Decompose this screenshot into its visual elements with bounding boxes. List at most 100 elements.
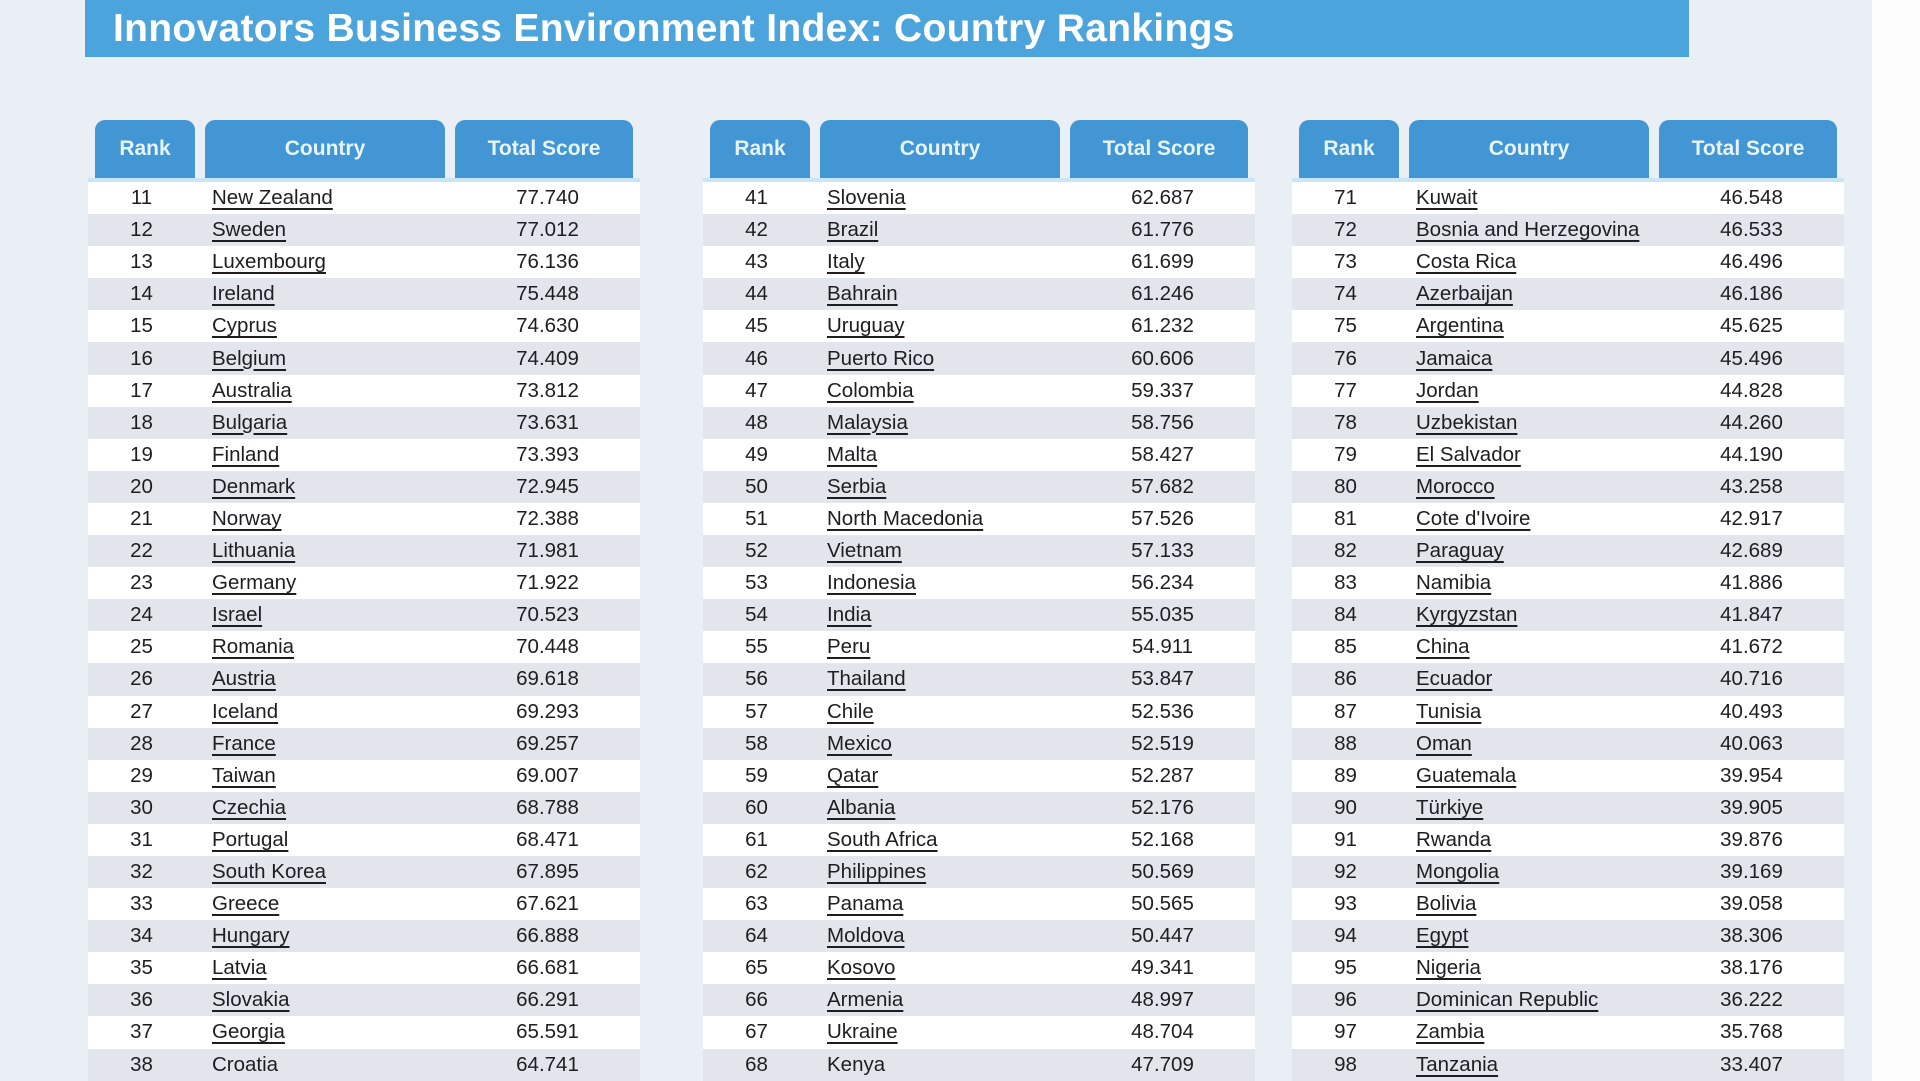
country-link[interactable]: Paraguay <box>1416 539 1504 563</box>
score-cell: 73.393 <box>516 442 579 466</box>
country-link[interactable]: Iceland <box>212 699 279 723</box>
country-link[interactable]: Argentina <box>1416 314 1504 338</box>
country-link[interactable]: Azerbaijan <box>1416 282 1513 306</box>
country-link[interactable]: Kyrgyzstan <box>1416 603 1518 627</box>
country-link[interactable]: Serbia <box>827 474 887 498</box>
country-link[interactable]: Bolivia <box>1416 892 1477 916</box>
country-link[interactable]: Türkiye <box>1416 795 1484 819</box>
country-link[interactable]: Rwanda <box>1416 827 1492 851</box>
country-link[interactable]: Norway <box>212 506 282 530</box>
country-link[interactable]: Guatemala <box>1416 763 1517 787</box>
country-link[interactable]: Cote d'Ivoire <box>1416 506 1531 530</box>
country-link[interactable]: Germany <box>212 571 297 595</box>
rank-cell: 75 <box>1334 314 1357 338</box>
country-link[interactable]: Lithuania <box>212 539 296 563</box>
country-link[interactable]: Malta <box>827 442 878 466</box>
country-link[interactable]: Colombia <box>827 378 914 402</box>
country-link[interactable]: Egypt <box>1416 924 1469 948</box>
country-link[interactable]: Mongolia <box>1416 860 1500 884</box>
score-cell: 50.569 <box>1131 860 1194 884</box>
country-link[interactable]: Malaysia <box>827 410 908 434</box>
country-link[interactable]: Kuwait <box>1416 186 1478 210</box>
country-link[interactable]: Uzbekistan <box>1416 410 1518 434</box>
country-link[interactable]: Hungary <box>212 924 290 948</box>
country-link[interactable]: Kosovo <box>827 956 896 980</box>
country-link[interactable]: Croatia <box>212 1052 279 1076</box>
rank-cell: 14 <box>130 282 153 306</box>
country-link[interactable]: Australia <box>212 378 292 402</box>
country-link[interactable]: Qatar <box>827 763 879 787</box>
country-link[interactable]: Ecuador <box>1416 667 1493 691</box>
country-link[interactable]: South Korea <box>212 860 326 884</box>
country-link[interactable]: New Zealand <box>212 186 333 210</box>
country-link[interactable]: Taiwan <box>212 763 276 787</box>
country-link[interactable]: Austria <box>212 667 276 691</box>
country-link[interactable]: Moldova <box>827 924 905 948</box>
country-link[interactable]: Armenia <box>827 988 904 1012</box>
country-link[interactable]: Finland <box>212 442 280 466</box>
country-link[interactable]: Costa Rica <box>1416 250 1517 274</box>
country-link[interactable]: Jamaica <box>1416 346 1493 370</box>
country-link[interactable]: South Africa <box>827 827 938 851</box>
country-link[interactable]: Vietnam <box>827 539 902 563</box>
country-link[interactable]: Morocco <box>1416 474 1495 498</box>
country-link[interactable]: Ireland <box>212 282 275 306</box>
country-link[interactable]: Jordan <box>1416 378 1479 402</box>
country-link[interactable]: India <box>827 603 872 627</box>
country-link[interactable]: Romania <box>212 635 295 659</box>
country-link[interactable]: Namibia <box>1416 571 1492 595</box>
rank-cell: 46 <box>745 346 768 370</box>
country-link[interactable]: Bosnia and Herzegovina <box>1416 218 1640 242</box>
country-link[interactable]: Indonesia <box>827 571 916 595</box>
country-link[interactable]: Sweden <box>212 218 287 242</box>
column-header-total-score: Total Score <box>1070 120 1248 178</box>
country-link[interactable]: Tanzania <box>1416 1052 1499 1076</box>
country-link[interactable]: Oman <box>1416 731 1472 755</box>
country-link[interactable]: China <box>1416 635 1470 659</box>
country-link[interactable]: Tunisia <box>1416 699 1482 723</box>
country-link[interactable]: Chile <box>827 699 874 723</box>
country-link[interactable]: Cyprus <box>212 314 277 338</box>
country-link[interactable]: Philippines <box>827 860 927 884</box>
country-link[interactable]: Mexico <box>827 731 892 755</box>
country-link[interactable]: North Macedonia <box>827 506 984 530</box>
country-link[interactable]: Portugal <box>212 827 289 851</box>
country-link[interactable]: Luxembourg <box>212 250 326 274</box>
country-link[interactable]: Uruguay <box>827 314 905 338</box>
country-link[interactable]: Bulgaria <box>212 410 288 434</box>
country-link[interactable]: Panama <box>827 892 904 916</box>
country-link[interactable]: Greece <box>212 892 280 916</box>
rank-cell: 32 <box>130 860 153 884</box>
country-link[interactable]: Thailand <box>827 667 906 691</box>
country-link[interactable]: Puerto Rico <box>827 346 935 370</box>
country-link[interactable]: Belgium <box>212 346 287 370</box>
country-link[interactable]: Bahrain <box>827 282 898 306</box>
country-link[interactable]: France <box>212 731 276 755</box>
score-cell: 55.035 <box>1131 603 1194 627</box>
table-row: 97 Zambia 35.768 <box>1292 1016 1844 1049</box>
country-link[interactable]: Nigeria <box>1416 956 1481 980</box>
country-link[interactable]: Slovenia <box>827 186 906 210</box>
country-link[interactable]: Albania <box>827 795 896 819</box>
country-link[interactable]: Czechia <box>212 795 287 819</box>
country-link[interactable]: Dominican Republic <box>1416 988 1599 1012</box>
country-link[interactable]: Latvia <box>212 956 267 980</box>
country-link[interactable]: Brazil <box>827 218 879 242</box>
country-link[interactable]: Italy <box>827 250 865 274</box>
country-link[interactable]: Ukraine <box>827 1020 898 1044</box>
rank-cell: 68 <box>745 1052 768 1076</box>
country-link[interactable]: Zambia <box>1416 1020 1485 1044</box>
rank-cell: 83 <box>1334 571 1357 595</box>
country-link[interactable]: Peru <box>827 635 871 659</box>
score-cell: 40.493 <box>1720 699 1783 723</box>
country-link[interactable]: Israel <box>212 603 263 627</box>
country-link[interactable]: Denmark <box>212 474 296 498</box>
table-row: 87 Tunisia 40.493 <box>1292 695 1844 728</box>
country-link[interactable]: El Salvador <box>1416 442 1521 466</box>
country-link[interactable]: Georgia <box>212 1020 285 1044</box>
score-cell: 61.776 <box>1131 218 1194 242</box>
column-header-country: Country <box>1409 120 1649 178</box>
rank-cell: 28 <box>130 731 153 755</box>
country-link[interactable]: Kenya <box>827 1052 886 1076</box>
country-link[interactable]: Slovakia <box>212 988 290 1012</box>
